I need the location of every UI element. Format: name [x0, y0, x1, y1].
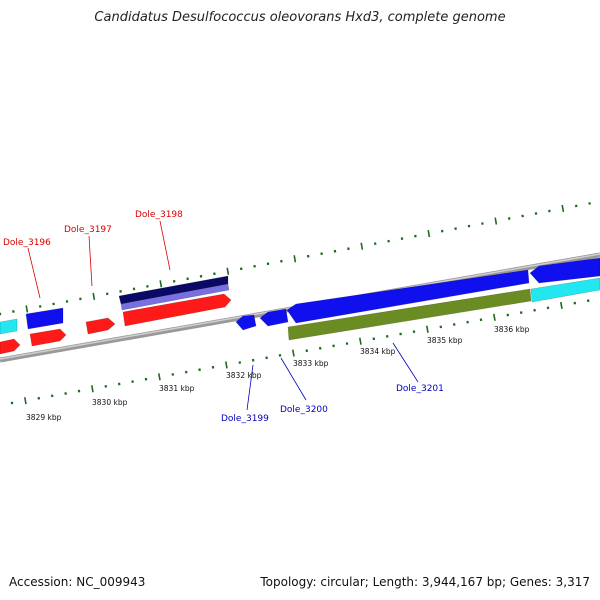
- gene-cyan-right[interactable]: [530, 277, 600, 303]
- ruler-label-3831: 3831 kbp: [159, 384, 195, 393]
- ruler-label-3832: 3832 kbp: [226, 371, 262, 380]
- genome-title: Candidatus Desulfococcus oleovorans Hxd3…: [94, 10, 506, 25]
- upper-tick-major: [494, 217, 498, 225]
- leader-dole-3198: [159, 220, 171, 271]
- gene-dole-3196[interactable]: [25, 307, 64, 330]
- lower-tick-major: [91, 385, 94, 393]
- label-dole-3196[interactable]: Dole_3196: [3, 238, 51, 248]
- upper-tick-major: [561, 204, 565, 213]
- label-dole-3201[interactable]: Dole_3201: [396, 384, 444, 394]
- label-dole-3200[interactable]: Dole_3200: [280, 405, 328, 415]
- gene-dole-3201-blue[interactable]: [286, 269, 530, 324]
- upper-tick-track: [0, 202, 591, 316]
- genome-stats-text: Topology: circular; Length: 3,944,167 bp…: [260, 575, 590, 589]
- gene-red-fwd-a[interactable]: [29, 328, 67, 347]
- lower-tick-track: [10, 299, 590, 405]
- lower-tick-major: [493, 313, 496, 321]
- upper-tick-major: [159, 280, 163, 288]
- leader-dole-3201: [392, 342, 419, 383]
- accession-text: Accession: NC_009943: [9, 575, 146, 589]
- gene-dole-3197[interactable]: [85, 317, 116, 335]
- gene-dole-3198-lavender[interactable]: [120, 283, 230, 311]
- gene-dole-3198-red[interactable]: [122, 293, 232, 327]
- upper-tick-major: [92, 292, 96, 301]
- lower-tick-major: [426, 325, 429, 333]
- lower-tick-major: [292, 349, 295, 357]
- lower-tick-major: [158, 373, 161, 381]
- leader-dole-3199: [246, 364, 254, 411]
- gene-dole-3201[interactable]: [287, 288, 532, 341]
- upper-tick-major: [427, 230, 431, 238]
- upper-tick-major: [25, 305, 29, 313]
- gene-upstream-cyan[interactable]: [0, 318, 18, 335]
- gene-dole-3200[interactable]: [259, 308, 289, 327]
- upper-tick-major: [293, 255, 297, 263]
- leader-dole-3197: [88, 235, 93, 287]
- upper-tick-major: [360, 242, 364, 250]
- upper-tick-major: [226, 267, 230, 275]
- lower-tick-major: [359, 337, 362, 345]
- ruler-label-3834: 3834 kbp: [360, 347, 396, 356]
- lower-tick-major: [560, 301, 563, 310]
- ruler-label-3833: 3833 kbp: [293, 359, 329, 368]
- ruler-label-3836: 3836 kbp: [494, 325, 530, 334]
- lower-tick-major: [24, 397, 27, 405]
- lower-tick-major: [225, 361, 228, 369]
- ruler-label-3835: 3835 kbp: [427, 336, 463, 345]
- leader-dole-3196: [27, 247, 41, 299]
- label-dole-3198[interactable]: Dole_3198: [135, 210, 183, 220]
- label-dole-3197[interactable]: Dole_3197: [64, 225, 112, 235]
- leader-dole-3200: [280, 357, 307, 401]
- ruler-label-3830: 3830 kbp: [92, 398, 128, 407]
- gene-dole-3196-bar[interactable]: [0, 338, 21, 355]
- gene-dole-3199[interactable]: [235, 314, 257, 331]
- gene-blue-right[interactable]: [529, 257, 600, 284]
- ruler-label-3829: 3829 kbp: [26, 413, 62, 422]
- label-dole-3199[interactable]: Dole_3199: [221, 414, 269, 424]
